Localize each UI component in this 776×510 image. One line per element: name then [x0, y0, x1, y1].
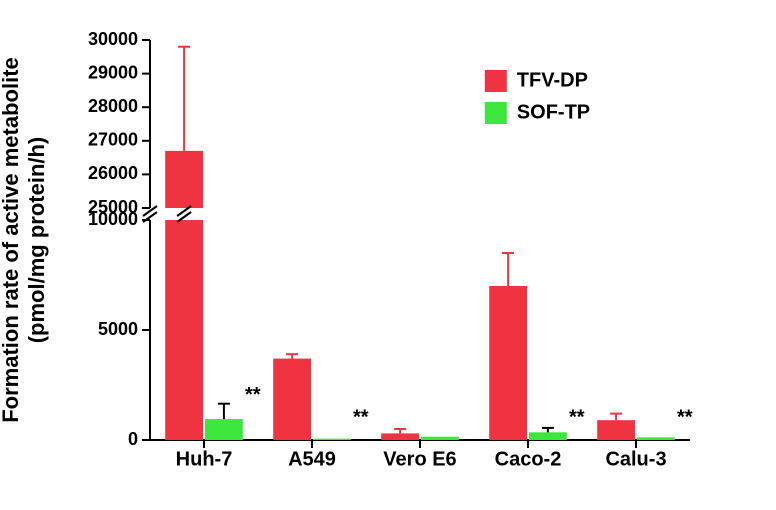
bar-chart: 0500010000250002600027000280002900030000…: [0, 0, 776, 510]
svg-text:A549: A549: [288, 449, 336, 471]
svg-text:Calu-3: Calu-3: [605, 449, 666, 471]
bar: [165, 220, 203, 440]
bar: [637, 437, 675, 440]
bar: [381, 433, 419, 440]
svg-text:27000: 27000: [88, 130, 138, 150]
svg-text:0: 0: [128, 429, 138, 449]
significance-marker: **: [677, 406, 693, 428]
bar: [313, 439, 351, 440]
legend-label: TFV-DP: [517, 69, 588, 91]
svg-text:Huh-7: Huh-7: [176, 449, 233, 471]
bar: [529, 432, 567, 440]
bar: [273, 359, 311, 440]
svg-text:29000: 29000: [88, 62, 138, 82]
svg-text:28000: 28000: [88, 96, 138, 116]
bar: [489, 286, 527, 440]
legend-swatch: [485, 70, 507, 92]
svg-text:Formation rate of active metab: Formation rate of active metabolite: [0, 57, 23, 423]
bar: [205, 419, 243, 440]
bar: [421, 437, 459, 440]
svg-text:5000: 5000: [98, 319, 138, 339]
significance-marker: **: [569, 406, 585, 428]
significance-marker: **: [353, 406, 369, 428]
svg-text:Vero E6: Vero E6: [383, 449, 456, 471]
svg-text:30000: 30000: [88, 29, 138, 49]
bar: [165, 151, 203, 208]
svg-text:25000: 25000: [88, 197, 138, 217]
bar: [597, 420, 635, 440]
svg-text:(pmol/mg protein/h): (pmol/mg protein/h): [24, 137, 49, 344]
chart-container: 0500010000250002600027000280002900030000…: [0, 0, 776, 510]
legend-swatch: [485, 102, 507, 124]
svg-text:Caco-2: Caco-2: [495, 449, 562, 471]
svg-text:26000: 26000: [88, 163, 138, 183]
legend-label: SOF-TP: [517, 101, 590, 123]
significance-marker: **: [245, 384, 261, 406]
